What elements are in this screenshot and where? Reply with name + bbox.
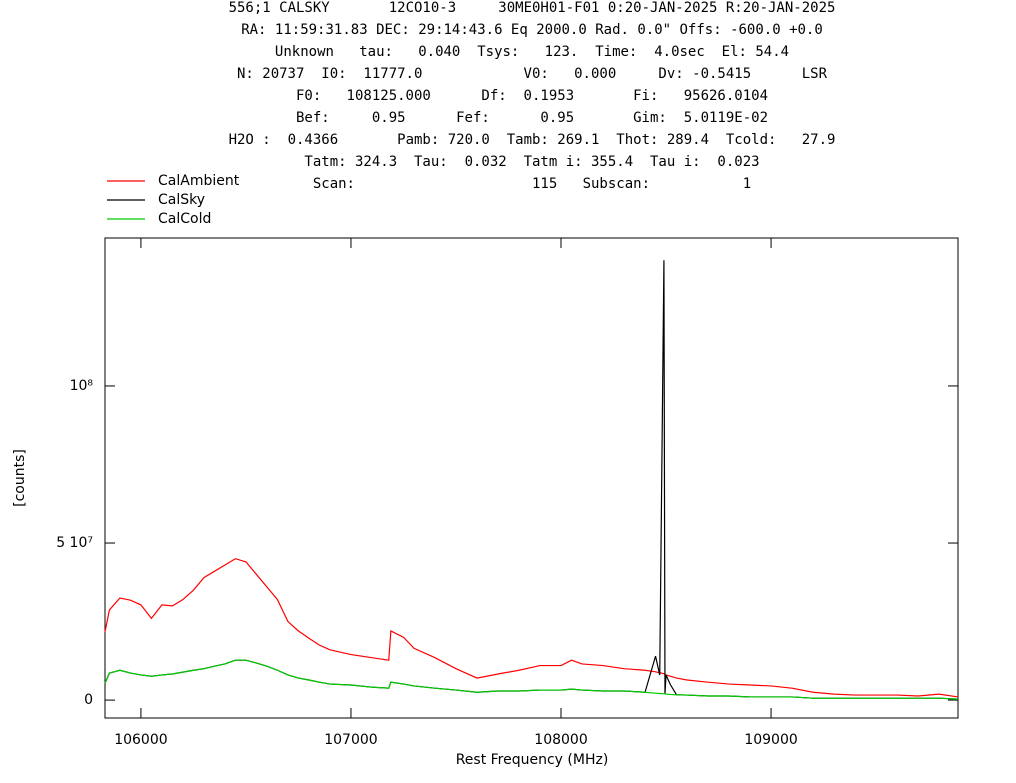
series-line — [104, 260, 959, 700]
series-line — [104, 659, 959, 700]
x-tick-label: 109000 — [744, 732, 797, 748]
x-tick-label: 106000 — [114, 732, 167, 748]
y-axis-label: [counts] — [12, 449, 28, 507]
legend-label: CalSky — [158, 192, 205, 208]
y-tick-label: 5 10⁷ — [56, 535, 93, 551]
header-line: H2O : 0.4366 Pamb: 720.0 Tamb: 269.1 Tho… — [229, 132, 836, 148]
header-line: N: 20737 I0: 11777.0 V0: 0.000 Dv: -0.54… — [237, 66, 828, 82]
header-line: RA: 11:59:31.83 DEC: 29:14:43.6 Eq 2000.… — [241, 22, 823, 38]
legend-label: CalAmbient — [158, 173, 240, 189]
x-axis-label: Rest Frequency (MHz) — [456, 752, 609, 768]
y-tick-label: 10⁸ — [70, 378, 94, 394]
plot-frame — [104, 237, 959, 719]
header-line: Tatm: 324.3 Tau: 0.032 Tatm i: 355.4 Tau… — [304, 154, 759, 170]
series-line — [104, 558, 959, 698]
header-line: F0: 108125.000 Df: 0.1953 Fi: 95626.0104 — [296, 88, 768, 104]
y-tick-label: 0 — [84, 692, 93, 708]
header-line: Scan: 115 Subscan: 1 — [313, 176, 751, 192]
legend-label: CalCold — [158, 211, 211, 227]
x-tick-label: 107000 — [324, 732, 377, 748]
header-line: 556;1 CALSKY 12CO10-3 30ME0H01-F01 0:20-… — [229, 0, 836, 16]
x-tick-label: 108000 — [534, 732, 587, 748]
header-line: Bef: 0.95 Fef: 0.95 Gim: 5.0119E-02 — [296, 110, 768, 126]
header-line: Unknown tau: 0.040 Tsys: 123. Time: 4.0s… — [275, 44, 789, 60]
